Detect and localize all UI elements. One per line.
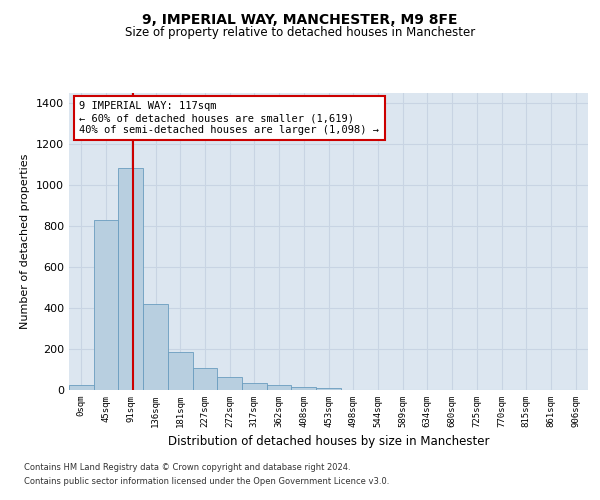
Text: Contains HM Land Registry data © Crown copyright and database right 2024.: Contains HM Land Registry data © Crown c… xyxy=(24,462,350,471)
Bar xyxy=(69,385,94,390)
Y-axis label: Number of detached properties: Number of detached properties xyxy=(20,154,31,329)
Bar xyxy=(193,368,217,390)
Text: 9, IMPERIAL WAY, MANCHESTER, M9 8FE: 9, IMPERIAL WAY, MANCHESTER, M9 8FE xyxy=(142,12,458,26)
Text: Contains public sector information licensed under the Open Government Licence v3: Contains public sector information licen… xyxy=(24,478,389,486)
Bar xyxy=(267,385,292,390)
Bar xyxy=(143,304,168,390)
Bar xyxy=(168,352,193,390)
Bar xyxy=(316,388,341,390)
Bar xyxy=(118,168,143,390)
Text: Size of property relative to detached houses in Manchester: Size of property relative to detached ho… xyxy=(125,26,475,39)
Bar xyxy=(94,220,118,390)
Bar xyxy=(217,377,242,390)
Bar xyxy=(242,383,267,390)
X-axis label: Distribution of detached houses by size in Manchester: Distribution of detached houses by size … xyxy=(168,436,489,448)
Bar xyxy=(292,387,316,390)
Text: 9 IMPERIAL WAY: 117sqm
← 60% of detached houses are smaller (1,619)
40% of semi-: 9 IMPERIAL WAY: 117sqm ← 60% of detached… xyxy=(79,102,379,134)
